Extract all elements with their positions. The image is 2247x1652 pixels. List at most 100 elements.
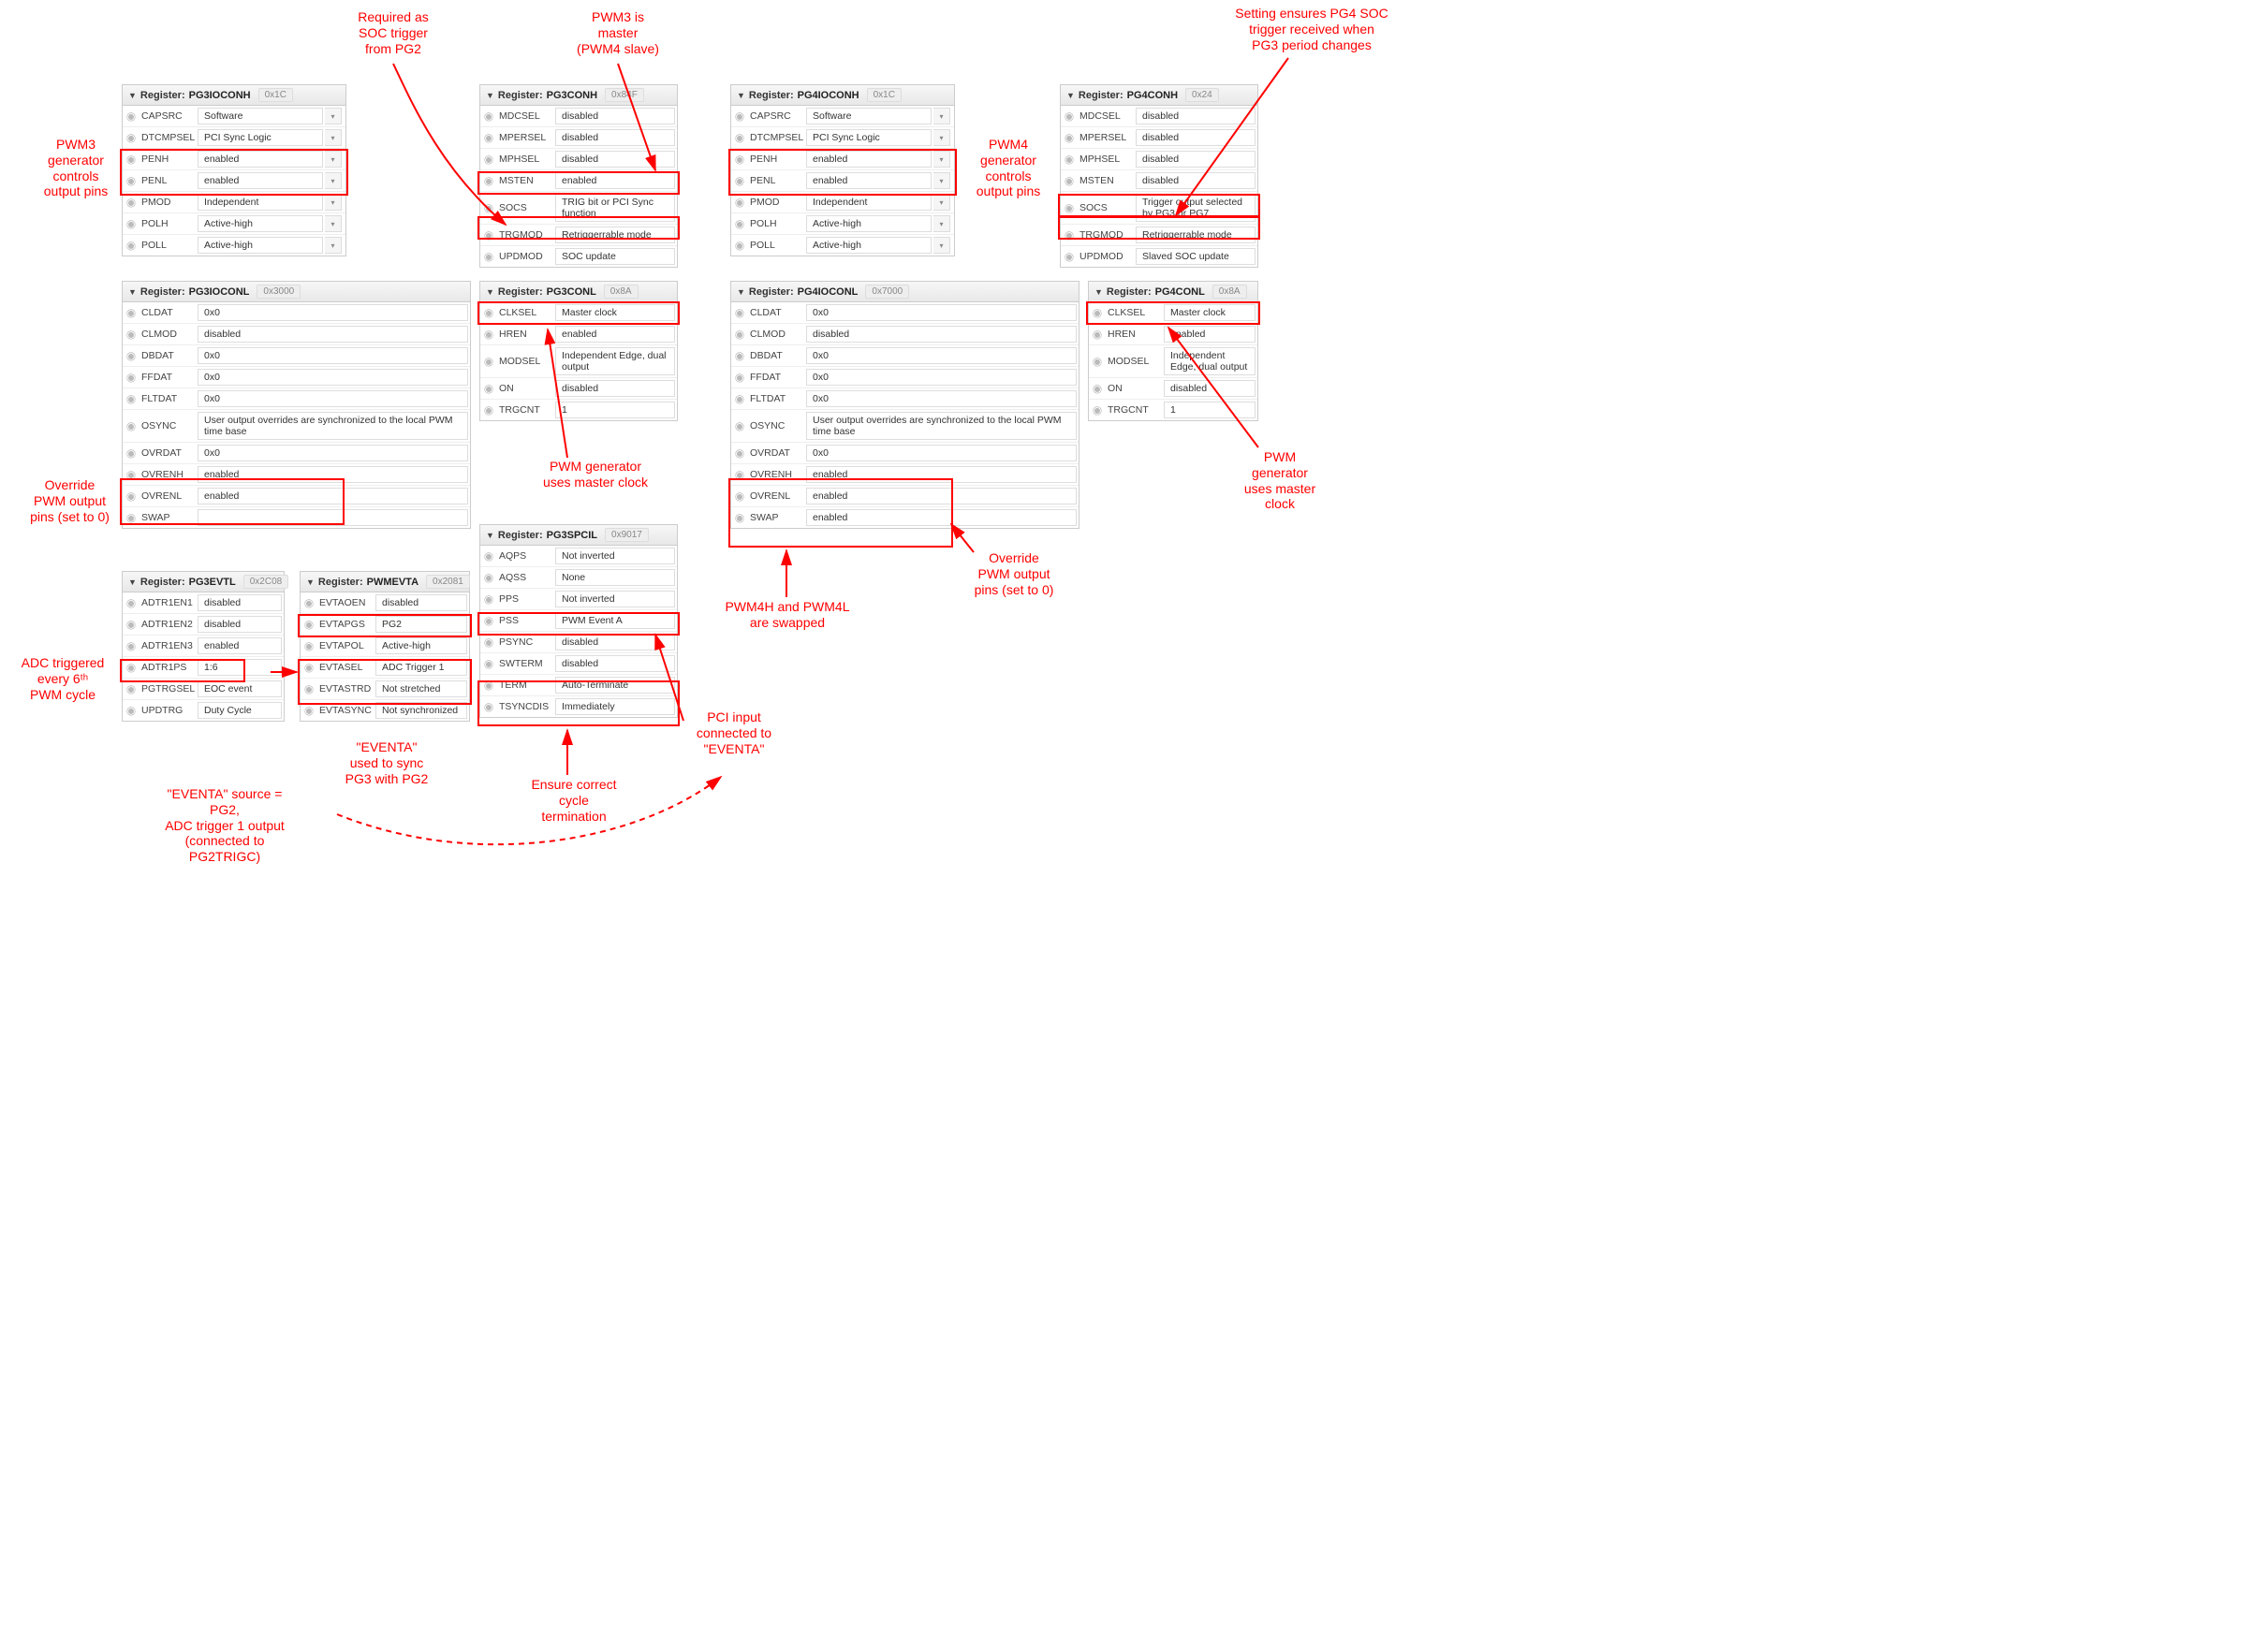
field-value[interactable]: enabled: [806, 509, 1077, 526]
help-icon[interactable]: ◉: [123, 507, 140, 528]
help-icon[interactable]: ◉: [480, 324, 497, 344]
field-value[interactable]: PCI Sync Logic: [198, 129, 323, 146]
register-header[interactable]: ▼Register: PG3CONH0x84F: [480, 85, 677, 106]
field-value[interactable]: User output overrides are synchronized t…: [198, 412, 468, 440]
help-icon[interactable]: ◉: [480, 567, 497, 588]
help-icon[interactable]: ◉: [301, 657, 317, 678]
help-icon[interactable]: ◉: [480, 149, 497, 169]
field-value[interactable]: Immediately: [555, 698, 675, 715]
field-value[interactable]: 0x0: [806, 445, 1077, 461]
field-value[interactable]: enabled: [806, 466, 1077, 483]
field-value[interactable]: PCI Sync Logic: [806, 129, 932, 146]
field-value[interactable]: Independent: [198, 194, 323, 211]
help-icon[interactable]: ◉: [731, 345, 748, 366]
field-value[interactable]: 0x0: [198, 304, 468, 321]
field-value[interactable]: 1:6: [198, 659, 282, 676]
dropdown-icon[interactable]: ▾: [933, 108, 950, 124]
field-value[interactable]: None: [555, 569, 675, 586]
help-icon[interactable]: ◉: [731, 324, 748, 344]
field-value[interactable]: disabled: [555, 129, 675, 146]
field-value[interactable]: Retriggerrable mode: [555, 227, 675, 243]
help-icon[interactable]: ◉: [123, 127, 140, 148]
help-icon[interactable]: ◉: [731, 170, 748, 191]
help-icon[interactable]: ◉: [480, 192, 497, 224]
field-value[interactable]: Duty Cycle: [198, 702, 282, 719]
field-value[interactable]: User output overrides are synchronized t…: [806, 412, 1077, 440]
help-icon[interactable]: ◉: [123, 213, 140, 234]
field-value[interactable]: disabled: [806, 326, 1077, 343]
help-icon[interactable]: ◉: [480, 400, 497, 420]
help-icon[interactable]: ◉: [480, 246, 497, 267]
field-value[interactable]: disabled: [555, 380, 675, 397]
help-icon[interactable]: ◉: [301, 592, 317, 613]
field-value[interactable]: 0x0: [198, 445, 468, 461]
field-value[interactable]: 0x0: [806, 390, 1077, 407]
dropdown-icon[interactable]: ▾: [325, 172, 342, 189]
field-value[interactable]: disabled: [198, 326, 468, 343]
field-value[interactable]: 0x0: [198, 369, 468, 386]
help-icon[interactable]: ◉: [123, 464, 140, 485]
field-value[interactable]: EOC event: [198, 680, 282, 697]
help-icon[interactable]: ◉: [123, 192, 140, 212]
help-icon[interactable]: ◉: [731, 443, 748, 463]
dropdown-icon[interactable]: ▾: [325, 237, 342, 254]
field-value[interactable]: PWM Event A: [555, 612, 675, 629]
field-value[interactable]: enabled: [198, 151, 323, 168]
dropdown-icon[interactable]: ▾: [325, 215, 342, 232]
field-value[interactable]: 0x0: [198, 390, 468, 407]
field-value[interactable]: Master clock: [1164, 304, 1256, 321]
help-icon[interactable]: ◉: [123, 345, 140, 366]
field-value[interactable]: 1: [1164, 402, 1256, 418]
field-value[interactable]: Active-high: [806, 215, 932, 232]
field-value[interactable]: disabled: [555, 655, 675, 672]
help-icon[interactable]: ◉: [1061, 127, 1078, 148]
help-icon[interactable]: ◉: [301, 679, 317, 699]
help-icon[interactable]: ◉: [480, 653, 497, 674]
help-icon[interactable]: ◉: [480, 696, 497, 717]
dropdown-icon[interactable]: ▾: [325, 151, 342, 168]
field-value[interactable]: Active-high: [198, 237, 323, 254]
help-icon[interactable]: ◉: [480, 170, 497, 191]
help-icon[interactable]: ◉: [480, 345, 497, 377]
help-icon[interactable]: ◉: [1089, 378, 1106, 399]
help-icon[interactable]: ◉: [123, 592, 140, 613]
help-icon[interactable]: ◉: [123, 235, 140, 256]
register-header[interactable]: ▼Register: PG4IOCONH0x1C: [731, 85, 954, 106]
help-icon[interactable]: ◉: [1089, 302, 1106, 323]
field-value[interactable]: enabled: [198, 172, 323, 189]
field-value[interactable]: [198, 509, 468, 526]
field-value[interactable]: Active-high: [198, 215, 323, 232]
help-icon[interactable]: ◉: [480, 632, 497, 652]
register-header[interactable]: ▼Register: PG3SPCIL0x9017: [480, 525, 677, 546]
field-value[interactable]: enabled: [198, 488, 468, 504]
help-icon[interactable]: ◉: [123, 149, 140, 169]
field-value[interactable]: enabled: [198, 466, 468, 483]
help-icon[interactable]: ◉: [480, 546, 497, 566]
field-value[interactable]: 1: [555, 402, 675, 418]
register-header[interactable]: ▼Register: PG3IOCONH0x1C: [123, 85, 345, 106]
field-value[interactable]: Active-high: [806, 237, 932, 254]
field-value[interactable]: Slaved SOC update: [1136, 248, 1256, 265]
register-header[interactable]: ▼Register: PG3CONL0x8A: [480, 282, 677, 302]
register-header[interactable]: ▼Register: PG3EVTL0x2C08: [123, 572, 284, 592]
help-icon[interactable]: ◉: [731, 213, 748, 234]
help-icon[interactable]: ◉: [1061, 149, 1078, 169]
help-icon[interactable]: ◉: [301, 614, 317, 635]
field-value[interactable]: 0x0: [806, 304, 1077, 321]
help-icon[interactable]: ◉: [123, 679, 140, 699]
help-icon[interactable]: ◉: [1089, 345, 1106, 377]
dropdown-icon[interactable]: ▾: [933, 237, 950, 254]
field-value[interactable]: TRIG bit or PCI Sync function: [555, 194, 675, 222]
help-icon[interactable]: ◉: [123, 700, 140, 721]
help-icon[interactable]: ◉: [480, 225, 497, 245]
help-icon[interactable]: ◉: [123, 636, 140, 656]
register-header[interactable]: ▼Register: PG4IOCONL0x7000: [731, 282, 1079, 302]
field-value[interactable]: Software: [806, 108, 932, 124]
field-value[interactable]: enabled: [555, 326, 675, 343]
help-icon[interactable]: ◉: [480, 610, 497, 631]
help-icon[interactable]: ◉: [1061, 192, 1078, 224]
collapse-icon[interactable]: ▼: [486, 531, 494, 540]
field-value[interactable]: disabled: [555, 151, 675, 168]
field-value[interactable]: disabled: [1136, 108, 1256, 124]
help-icon[interactable]: ◉: [480, 106, 497, 126]
